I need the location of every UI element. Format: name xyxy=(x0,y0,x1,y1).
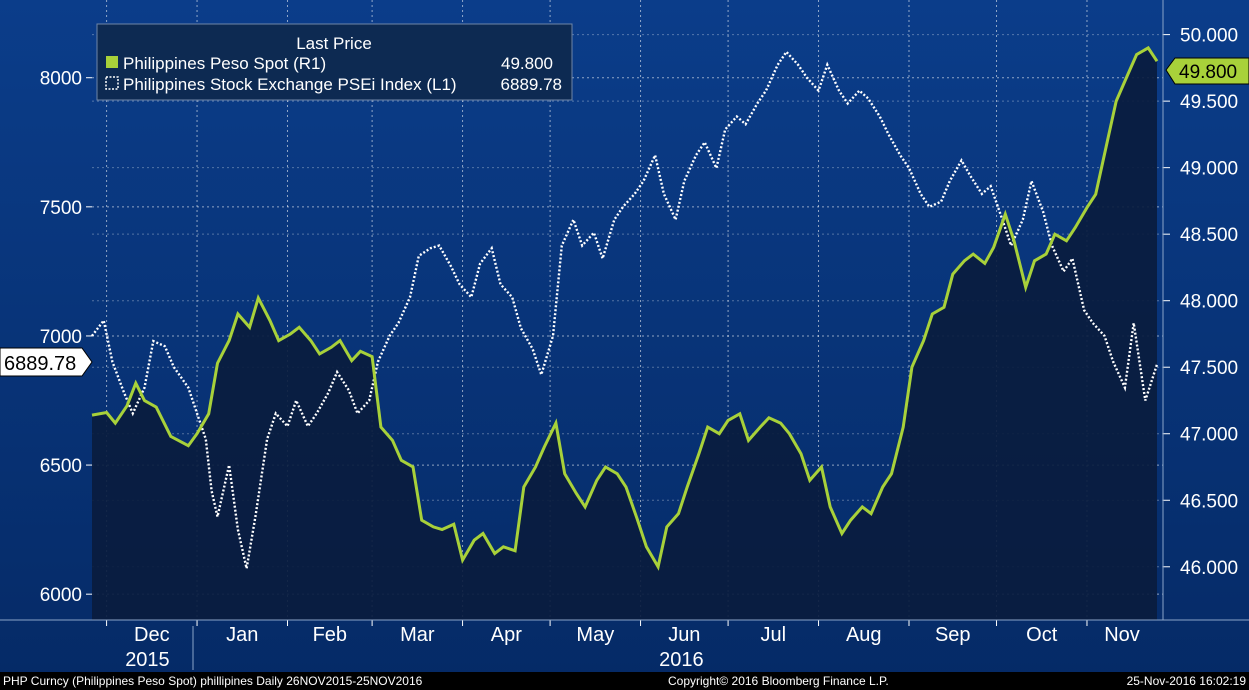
legend: Last Price Philippines Peso Spot (R1) 49… xyxy=(96,23,573,101)
left-tick-label: 7000 xyxy=(40,327,82,348)
x-month-label: Jan xyxy=(226,624,258,646)
right-tick-label: 49.500 xyxy=(1180,92,1238,113)
legend-peso-swatch xyxy=(106,56,118,68)
left-badge-text: 6889.78 xyxy=(4,353,76,375)
x-month-label: Apr xyxy=(491,624,522,646)
footer-bar xyxy=(0,672,1249,690)
right-tick-label: 46.500 xyxy=(1180,491,1238,512)
right-tick-label: 47.000 xyxy=(1180,425,1238,446)
x-month-label: Nov xyxy=(1104,624,1140,646)
peso-spot-line xyxy=(91,45,1159,571)
x-month-label: Mar xyxy=(400,624,435,646)
x-month-label: Feb xyxy=(313,624,347,646)
psei-index-line xyxy=(91,49,1159,569)
right-badge-shape xyxy=(1165,57,1249,85)
left-badge-shape xyxy=(0,347,93,377)
x-month-label: May xyxy=(576,624,614,646)
left-tick-label: 7500 xyxy=(40,198,82,219)
x-month-label: Aug xyxy=(846,624,882,646)
right-value-badge: 49.800 xyxy=(1165,57,1249,85)
legend-index-label: Philippines Stock Exchange PSEi Index (L… xyxy=(123,75,457,94)
x-month-label: Oct xyxy=(1026,624,1058,646)
footer-left: PHP Curncy (Philippines Peso Spot) phill… xyxy=(3,674,423,688)
footer-right: 25-Nov-2016 16:02:19 xyxy=(1127,674,1247,688)
legend-index-value: 6889.78 xyxy=(501,75,562,94)
left-axis: 6000 6500 7000 7500 8000 xyxy=(40,69,92,606)
right-tick-label: 47.500 xyxy=(1180,358,1238,379)
right-badge-text: 49.800 xyxy=(1179,62,1237,83)
x-month-label: Sep xyxy=(935,624,971,646)
legend-header: Last Price xyxy=(296,34,372,53)
left-value-badge: 6889.78 xyxy=(0,347,93,377)
legend-peso-label: Philippines Peso Spot (R1) xyxy=(123,54,326,73)
legend-peso-value: 49.800 xyxy=(501,54,553,73)
legend-box xyxy=(96,23,573,101)
x-axis: Dec Jan Feb Mar Apr May Jun Jul Aug Sep Oct Nov 2015… xyxy=(106,620,1140,671)
x-month-label: Jun xyxy=(668,624,700,646)
right-tick-label: 49.000 xyxy=(1180,159,1238,180)
left-tick-label: 6000 xyxy=(40,585,82,606)
x-month-label: Jul xyxy=(761,624,787,646)
legend-index-swatch xyxy=(105,76,119,90)
right-tick-label: 46.000 xyxy=(1180,558,1238,579)
x-year-label: 2016 xyxy=(659,649,704,671)
left-tick-label: 6500 xyxy=(40,456,82,477)
footer-center: Copyright© 2016 Bloomberg Finance L.P. xyxy=(668,674,889,688)
right-axis: 46.000 46.500 47.000 47.500 48.000 48.500 49.0… xyxy=(1163,26,1238,579)
x-year-label: 2015 xyxy=(125,649,170,671)
right-tick-label: 50.000 xyxy=(1180,26,1238,47)
left-tick-label: 8000 xyxy=(40,69,82,90)
x-month-label: Dec xyxy=(134,624,170,646)
right-tick-label: 48.500 xyxy=(1180,225,1238,246)
right-tick-label: 48.000 xyxy=(1180,292,1238,313)
